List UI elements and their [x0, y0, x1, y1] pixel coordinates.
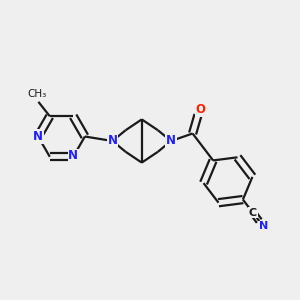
Text: CH₃: CH₃	[27, 89, 46, 99]
Text: N: N	[68, 149, 78, 162]
Text: O: O	[195, 103, 206, 116]
Text: C: C	[249, 208, 257, 218]
Text: N: N	[33, 130, 43, 143]
Text: N: N	[259, 221, 268, 231]
Text: N: N	[166, 134, 176, 148]
Text: N: N	[107, 134, 118, 148]
